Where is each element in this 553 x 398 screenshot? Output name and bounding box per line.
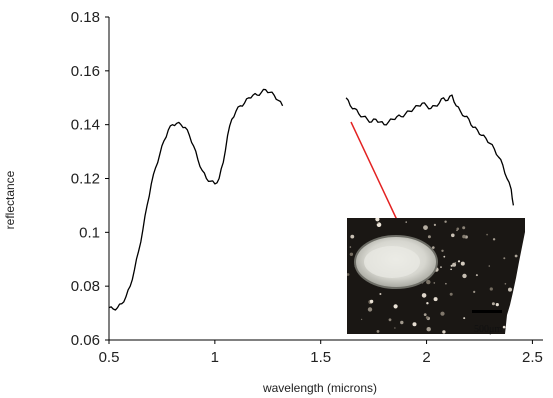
y-tick-label: 0.08 xyxy=(71,278,100,295)
micrograph-grain xyxy=(426,327,431,332)
micrograph-grain xyxy=(369,299,374,304)
micrograph-grain xyxy=(488,265,491,267)
micrograph-grain xyxy=(463,317,466,320)
x-tick-label: 1.5 xyxy=(310,349,331,366)
micrograph-grain xyxy=(473,290,476,293)
micrograph-grain xyxy=(388,318,392,322)
y-tick-label: 0.18 xyxy=(71,9,100,26)
micrograph-grain xyxy=(516,287,519,290)
scale-bar-label: 500μm xyxy=(474,324,502,335)
micrograph-grain xyxy=(462,226,466,230)
micrograph-grain xyxy=(489,287,493,291)
x-tick-label: 0.5 xyxy=(99,349,120,366)
y-axis-title: reflectance xyxy=(3,170,17,229)
micrograph-grain xyxy=(433,282,436,284)
micrograph-grain xyxy=(405,221,407,223)
micrograph-grain xyxy=(442,330,446,334)
micrograph-grain xyxy=(457,260,461,263)
micrograph-grain xyxy=(423,225,428,231)
micrograph-grain xyxy=(495,303,499,307)
micrograph-grain xyxy=(379,293,382,295)
micrograph-grain xyxy=(423,313,427,316)
x-tick-label: 2 xyxy=(422,349,430,366)
micrograph-grain xyxy=(514,254,518,258)
micrograph-grain xyxy=(444,220,447,223)
micrograph-grain xyxy=(377,222,379,224)
micrograph-grain xyxy=(460,261,465,266)
micrograph-grain xyxy=(376,330,380,333)
micrograph-grain xyxy=(350,234,355,239)
micrograph-grain xyxy=(449,292,453,296)
micrograph-grain xyxy=(367,307,373,312)
micrograph-grain xyxy=(508,287,512,292)
micrograph-grain xyxy=(441,249,444,252)
micrograph-grain xyxy=(393,304,398,309)
x-tick-label: 1 xyxy=(211,349,219,366)
micrograph-grain xyxy=(462,273,467,279)
y-tick-label: 0.1 xyxy=(79,224,100,241)
micrograph-grain xyxy=(440,311,445,316)
micrograph-grain xyxy=(451,233,455,238)
micrograph-grain xyxy=(426,279,431,285)
series-layer xyxy=(108,88,515,311)
scale-bar xyxy=(472,310,502,313)
micrograph-grain xyxy=(425,316,429,319)
spectrum-segment-1 xyxy=(108,88,284,311)
micrograph-grain xyxy=(432,246,435,249)
micrograph-grain xyxy=(443,255,446,258)
x-ticks: 0.5 1 1.5 2 2.5 xyxy=(99,340,543,366)
micrograph-grain xyxy=(433,223,436,226)
micrograph-grain xyxy=(456,229,458,232)
micrograph-grain xyxy=(504,283,507,285)
micrograph-grain xyxy=(427,235,431,239)
micrograph-grain xyxy=(454,262,457,264)
y-tick-label: 0.06 xyxy=(71,332,100,349)
micrograph-grain xyxy=(450,268,452,271)
micrograph-grain xyxy=(400,320,404,325)
pointer-line xyxy=(350,121,398,221)
y-tick-label: 0.12 xyxy=(71,171,100,188)
spectrum-segment-2 xyxy=(345,94,515,206)
micrograph-grain xyxy=(394,327,396,329)
y-tick-label: 0.14 xyxy=(71,117,100,134)
micrograph-grain xyxy=(492,238,496,241)
thin-section-micrograph: 500μm xyxy=(347,218,525,335)
micrograph-grain xyxy=(440,266,442,268)
y-ticks: 0.06 0.08 0.1 0.12 0.14 0.16 0.18 xyxy=(71,9,109,349)
micrograph-clast-core xyxy=(364,246,420,278)
micrograph-grain xyxy=(486,233,488,236)
micrograph-grain xyxy=(421,293,427,298)
micrograph-grain xyxy=(502,325,506,329)
y-tick-label: 0.16 xyxy=(71,63,100,80)
micrograph-grain xyxy=(412,322,417,327)
micrograph-grain xyxy=(349,252,354,256)
x-tick-label: 2.5 xyxy=(522,349,543,366)
micrograph-speckles xyxy=(347,218,519,334)
micrograph-grain xyxy=(349,246,352,248)
micrograph-grain xyxy=(516,276,518,279)
micrograph-grain xyxy=(475,274,478,277)
micrograph-grain xyxy=(360,318,363,321)
micrograph-grain xyxy=(347,273,350,276)
micrograph-grain xyxy=(509,315,513,319)
micrograph-grain xyxy=(503,257,506,260)
micrograph-grain xyxy=(426,302,429,305)
micrograph-grain xyxy=(375,218,380,222)
micrograph-grain xyxy=(433,297,438,302)
micrograph-grain xyxy=(491,302,495,306)
micrograph-grain xyxy=(452,262,457,267)
micrograph-grain xyxy=(456,227,460,231)
micrograph-grain xyxy=(462,234,466,239)
x-axis-title: wavelength (microns) xyxy=(262,381,377,395)
micrograph-grain xyxy=(445,282,447,285)
